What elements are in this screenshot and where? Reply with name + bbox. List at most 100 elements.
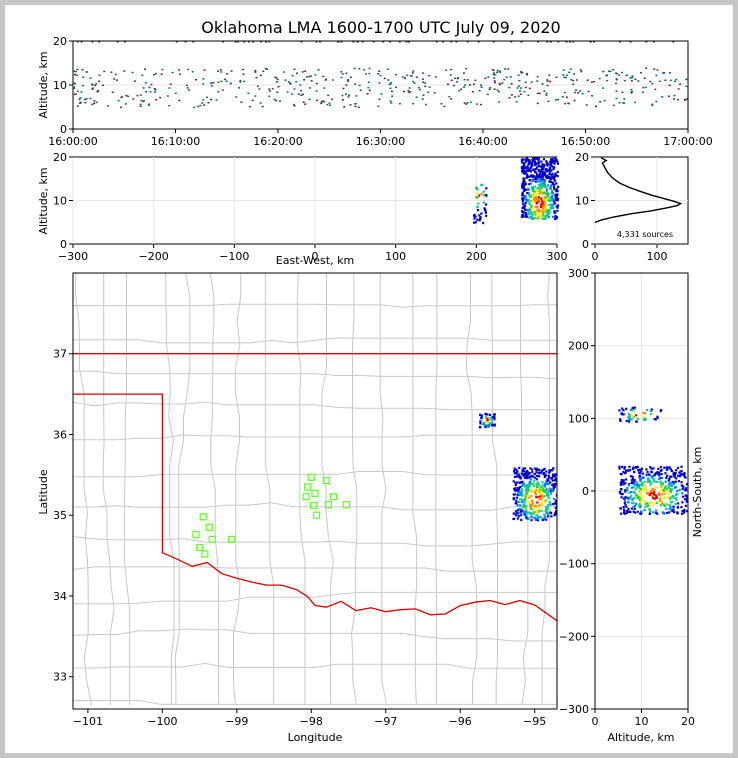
east-west-point [521,200,524,203]
east-west-point [521,214,524,217]
plan-view-source [545,508,548,511]
county-line [233,273,242,706]
time-height-point [160,73,163,76]
time-height-point [96,91,99,93]
time-height-point [536,92,539,95]
east-west-point [541,175,545,178]
east-west-point [532,176,535,179]
plan-view-source [550,515,553,518]
time-height-point [538,92,541,95]
plan-view-source [484,424,487,427]
north-south-point [644,412,647,415]
east-west-point [535,157,539,160]
north-south-point [657,477,661,480]
time-height-point [308,75,311,78]
east-west-point [552,206,555,209]
plan-view-source [525,491,528,494]
north-south-point [679,470,682,473]
east-west-point [538,184,541,187]
time-height-point [536,80,539,82]
time-height-point [412,102,415,105]
north-south-point [645,473,648,476]
east-west-point [537,186,540,190]
east-west-point [474,221,477,224]
time-height-point [274,76,277,78]
plan-view-source [516,504,519,507]
north-south-point [618,465,621,468]
north-south-point [619,419,622,423]
plan-view-source [519,477,522,480]
east-west-point [542,210,545,213]
time-height-point [679,83,682,85]
north-south-point [631,475,634,478]
county-line [75,273,92,706]
east-west-point [539,203,543,206]
east-west-point [533,160,537,163]
time-height-point [223,78,226,81]
time-height-point [310,80,313,82]
time-height-point [424,103,427,106]
latitude-tick-label: 37 [53,348,67,361]
time-height-point [290,93,293,95]
time-height-point [349,104,352,106]
time-height-point [268,41,271,43]
north-south-point [660,486,663,489]
north-south-point [685,498,688,501]
north-south-point [675,493,678,496]
time-height-point [468,84,471,86]
time-height-point [409,74,412,77]
east-west-point [554,215,557,218]
plan-view-source [525,510,528,514]
time-height-point [486,93,489,96]
east-west-point [535,198,538,201]
time-height-point [598,77,601,80]
time-height-point [651,82,654,85]
time-height-point [354,83,357,86]
north-south-point [647,504,650,507]
north-south-point [651,477,654,480]
county-line [73,471,557,478]
time-height-point [674,80,677,83]
time-height-point [440,103,443,105]
time-height-point [202,83,205,85]
north-south-point [676,502,680,505]
east-west-point [547,209,550,212]
east-west-point [532,168,535,172]
time-height-point [406,74,409,77]
north-south-point [636,486,639,489]
east-west-point [530,210,533,213]
time-height-point [268,90,271,92]
time-height-point [508,97,511,99]
time-height-point [320,102,323,105]
time-height-point [408,41,411,43]
time-height-point [210,85,213,87]
east-west-point [550,197,554,200]
longitude-label: Longitude [288,731,343,744]
plan-view-source [537,490,541,493]
east-west-point [536,180,539,183]
north-south-point [661,477,664,480]
plan-view-source [538,472,541,475]
plan-view-source [524,471,528,474]
east-west-point [537,159,540,162]
plan-view-source [527,489,530,492]
east-west-point [528,183,531,186]
north-south-point [683,475,686,478]
time-height-point [97,89,100,92]
lma-station-marker [208,535,216,544]
time-height-point [427,91,430,93]
plan-view-source [491,418,495,421]
north-south-point [663,466,666,469]
north-south-point [631,414,634,417]
time-height-point [92,87,95,89]
time-height-point [546,79,549,81]
east-west-point [546,175,550,179]
plan-view-source [552,467,555,470]
time-height-point [644,86,647,89]
north-south-point [642,488,645,491]
east-west-point [540,200,543,203]
north-south-point [628,491,631,494]
time-height-point [76,41,79,43]
east-west-point [529,161,532,164]
